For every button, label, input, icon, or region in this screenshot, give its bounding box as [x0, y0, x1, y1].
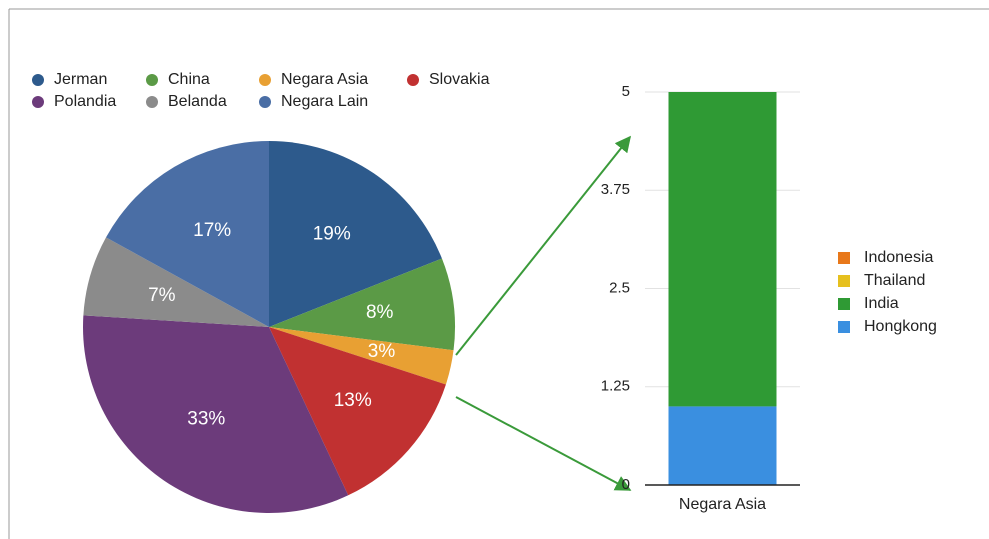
- legend-marker: [838, 275, 850, 287]
- x-tick-label: Negara Asia: [679, 496, 766, 513]
- legend-marker: [838, 252, 850, 264]
- slice-label: 8%: [366, 302, 394, 323]
- connector-arrow: [455, 396, 632, 491]
- bar-segment: [668, 92, 777, 407]
- legend-label: Polandia: [54, 93, 116, 110]
- legend-marker: [32, 74, 44, 86]
- legend-label: Negara Lain: [281, 93, 368, 110]
- y-tick-label: 1.25: [601, 378, 630, 395]
- legend-marker: [838, 321, 850, 333]
- pie-slice: [269, 258, 455, 351]
- pie-slice: [269, 327, 446, 496]
- legend-label: Jerman: [54, 71, 107, 88]
- y-tick-label: 0: [622, 476, 630, 493]
- y-tick-label: 2.5: [609, 279, 630, 296]
- pie-slice: [269, 141, 442, 327]
- legend-label: India: [864, 295, 899, 312]
- pie-slice: [83, 237, 269, 327]
- y-tick-label: 5: [622, 83, 630, 100]
- slice-label: 3%: [368, 341, 396, 362]
- legend-label: Belanda: [168, 93, 227, 110]
- legend-label: Indonesia: [864, 249, 933, 266]
- slice-label: 13%: [334, 390, 372, 411]
- legend-marker: [146, 74, 158, 86]
- legend-marker: [407, 74, 419, 86]
- slice-label: 19%: [313, 224, 351, 245]
- pie-slice: [269, 327, 454, 385]
- legend-marker: [259, 96, 271, 108]
- y-tick-label: 3.75: [601, 181, 630, 198]
- legend-marker: [259, 74, 271, 86]
- legend-label: Negara Asia: [281, 71, 368, 88]
- pie-slice: [106, 141, 269, 327]
- connector-arrow: [455, 135, 631, 356]
- slice-label: 17%: [193, 220, 231, 241]
- pie-slice: [82, 315, 349, 513]
- legend-label: China: [168, 71, 210, 88]
- slice-label: 7%: [148, 285, 176, 306]
- legend-marker: [32, 96, 44, 108]
- legend-label: Slovakia: [429, 71, 490, 88]
- bar-segment: [668, 406, 777, 485]
- legend-marker: [146, 96, 158, 108]
- legend-marker: [838, 298, 850, 310]
- legend-label: Thailand: [864, 272, 925, 289]
- legend-label: Hongkong: [864, 318, 937, 335]
- slice-label: 33%: [187, 408, 225, 429]
